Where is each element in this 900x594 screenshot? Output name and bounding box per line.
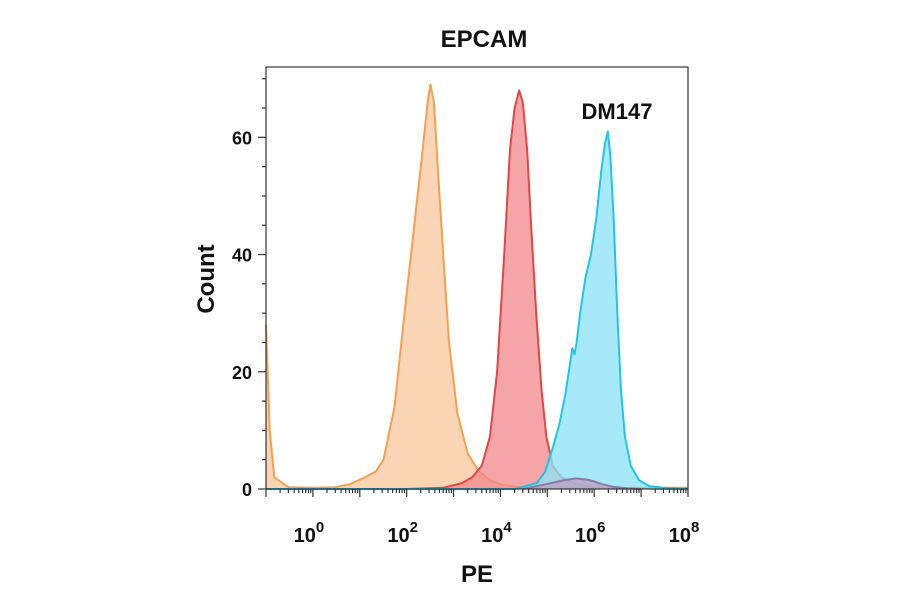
histogram-area-3 xyxy=(522,478,642,489)
x-tick-label: 108 xyxy=(669,519,700,547)
sample-annotation: DM147 xyxy=(582,99,653,124)
x-axis: 100 102 104 106 108 xyxy=(265,489,700,547)
histogram-area-2 xyxy=(266,131,688,489)
chart-title: EPCAM xyxy=(441,26,528,53)
x-tick-label: 104 xyxy=(481,519,512,547)
y-axis: 0 20 40 60 xyxy=(232,78,266,500)
y-tick-label: 20 xyxy=(232,363,252,383)
histogram-line-2 xyxy=(266,130,689,490)
x-tick-label: 100 xyxy=(294,519,325,547)
histogram-series-group xyxy=(265,83,689,490)
x-tick-label: 102 xyxy=(387,519,418,547)
y-tick-label: 0 xyxy=(242,480,252,500)
y-axis-label: Count xyxy=(193,244,220,313)
y-tick-label: 60 xyxy=(232,128,252,148)
y-tick-label: 40 xyxy=(232,246,252,266)
plot-frame xyxy=(265,66,689,490)
x-axis-label: PE xyxy=(461,561,493,588)
x-tick-label: 106 xyxy=(575,519,606,547)
histogram-line-3 xyxy=(522,477,642,490)
